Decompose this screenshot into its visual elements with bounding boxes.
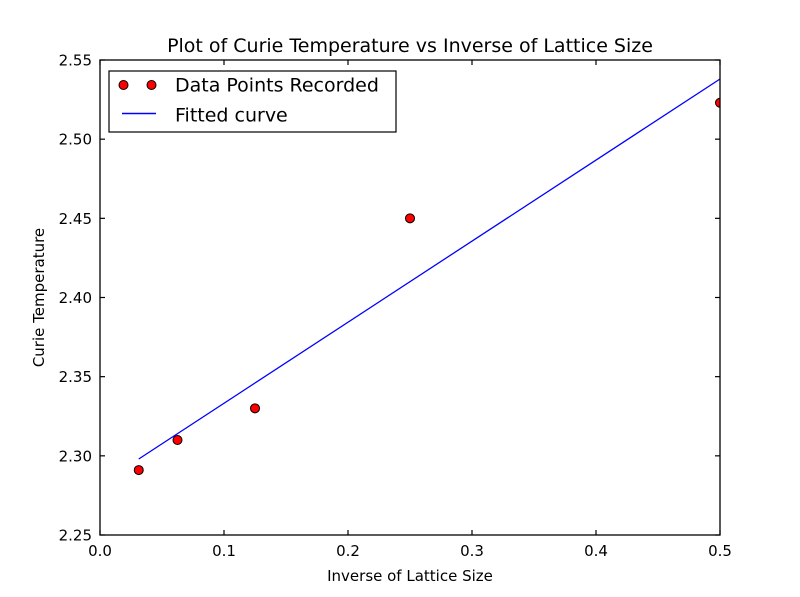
x-tick-label: 0.5 (708, 542, 732, 560)
series-layer (133, 78, 720, 476)
axes-frame (99, 59, 721, 536)
chart-title: Plot of Curie Temperature vs Inverse of … (167, 35, 653, 57)
x-tick-label: 0.1 (212, 542, 236, 560)
fitted-line (138, 78, 720, 460)
y-tick-label: 2.50 (59, 131, 92, 149)
data-point (250, 403, 260, 414)
x-tick-label: 0.2 (336, 542, 360, 560)
x-tick-label: 0.4 (584, 542, 608, 560)
legend-entry-label: Fitted curve (175, 105, 288, 127)
legend-marker-icon (118, 80, 129, 90)
legend: Data Points Recorded Fitted curve (108, 70, 397, 133)
y-tick-label: 2.55 (59, 52, 92, 70)
legend-box (108, 70, 397, 133)
data-point (715, 97, 720, 108)
y-tick-label: 2.45 (59, 210, 92, 228)
legend-marker-icon (146, 80, 157, 90)
data-point (405, 213, 415, 224)
y-tick-label: 2.30 (59, 447, 92, 465)
x-tick-label: 0.3 (460, 542, 484, 560)
data-point (133, 465, 144, 476)
x-axis-label: Inverse of Lattice Size (327, 567, 493, 585)
x-tick-label: 0.0 (88, 542, 112, 560)
legend-entry-label: Data Points Recorded (175, 75, 379, 97)
y-tick-label: 2.25 (59, 527, 92, 545)
ticks-layer: 0.0 0.1 0.2 0.3 0.4 0.5 2.25 2.30 2.35 2.40 2.45 2.… (59, 52, 732, 561)
y-tick-label: 2.40 (59, 289, 92, 307)
y-tick-label: 2.35 (59, 368, 92, 386)
data-point (172, 435, 183, 445)
y-axis-label: Curie Temperature (30, 228, 48, 367)
